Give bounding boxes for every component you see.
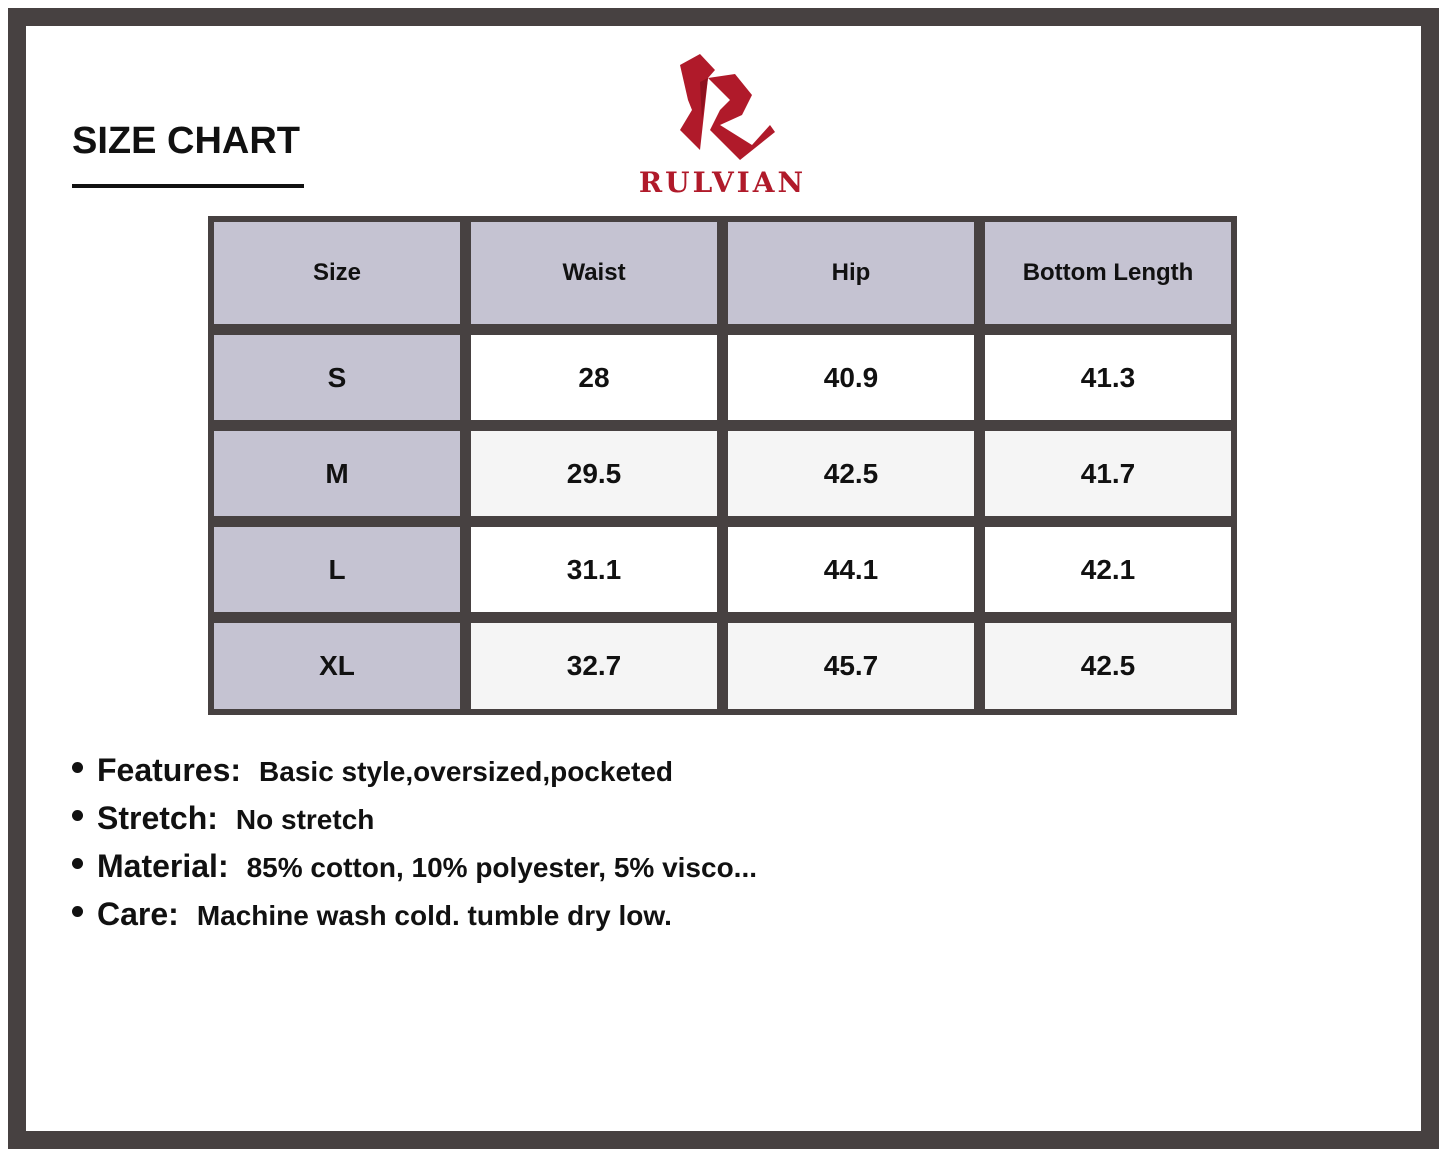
bullet-icon — [72, 762, 83, 773]
measurement-cell: 32.7 — [471, 623, 717, 709]
detail-label: Material: — [97, 848, 229, 884]
bullet-icon — [72, 810, 83, 821]
measurement-cell: 29.5 — [471, 431, 717, 516]
detail-item: Care: Machine wash cold. tumble dry low. — [72, 896, 672, 933]
header-bottom-length: Bottom Length — [985, 222, 1231, 324]
detail-value: 85% cotton, 10% polyester, 5% visco... — [246, 852, 758, 883]
detail-value: Machine wash cold. tumble dry low. — [196, 900, 672, 931]
title-underline — [72, 184, 304, 188]
measurement-cell: 42.1 — [985, 527, 1231, 612]
detail-label: Features: — [97, 752, 242, 788]
detail-item: Features: Basic style,oversized,pocketed — [72, 752, 673, 789]
size-cell: M — [214, 431, 460, 516]
measurement-cell: 42.5 — [728, 431, 974, 516]
size-table: Size Waist Hip Bottom Length S 28 40.9 41.3… — [208, 216, 1237, 715]
size-cell: S — [214, 335, 460, 420]
brand-name: RULVIAN — [638, 166, 807, 199]
measurement-cell: 41.7 — [985, 431, 1231, 516]
detail-value: Basic style,oversized,pocketed — [259, 756, 674, 787]
header-size: Size — [214, 222, 460, 324]
size-cell: L — [214, 527, 460, 612]
detail-value: No stretch — [235, 804, 375, 835]
detail-item: Material: 85% cotton, 10% polyester, 5% v… — [72, 848, 757, 885]
size-cell: XL — [214, 623, 460, 709]
bullet-icon — [72, 906, 83, 917]
measurement-cell: 28 — [471, 335, 717, 420]
detail-label: Care: — [97, 896, 179, 932]
measurement-cell: 42.5 — [985, 623, 1231, 709]
page-title: SIZE CHART — [72, 120, 300, 162]
detail-item: Stretch: No stretch — [72, 800, 374, 837]
header-waist: Waist — [471, 222, 717, 324]
measurement-cell: 40.9 — [728, 335, 974, 420]
bullet-icon — [72, 858, 83, 869]
measurement-cell: 41.3 — [985, 335, 1231, 420]
rulvian-logo-icon — [680, 54, 775, 160]
header-hip: Hip — [728, 222, 974, 324]
measurement-cell: 44.1 — [728, 527, 974, 612]
detail-label: Stretch: — [97, 800, 218, 836]
measurement-cell: 45.7 — [728, 623, 974, 709]
measurement-cell: 31.1 — [471, 527, 717, 612]
